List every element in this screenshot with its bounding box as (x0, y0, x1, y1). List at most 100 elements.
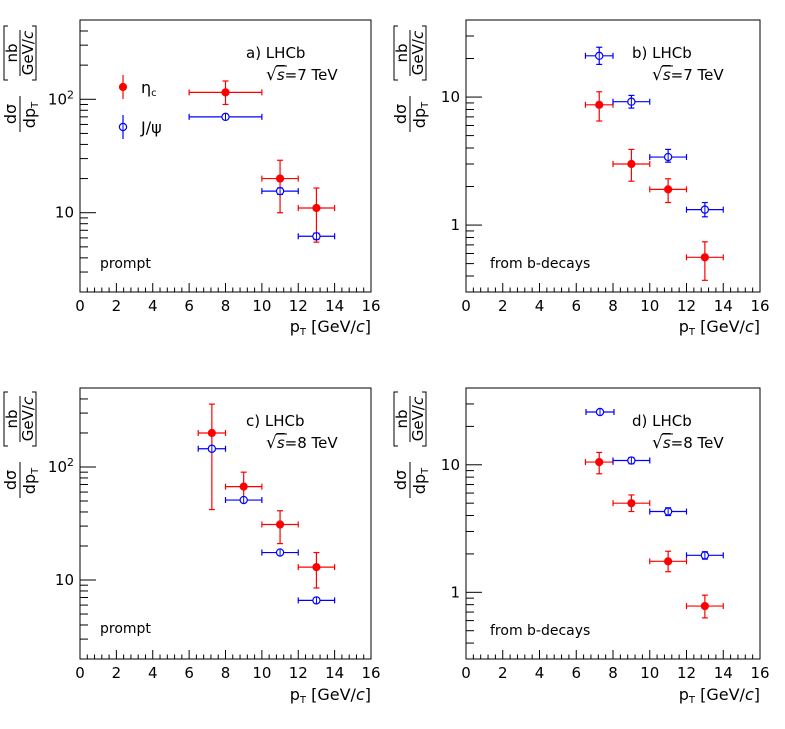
x-tick-label: 10 (252, 297, 271, 315)
energy-value: =7 TeV (671, 66, 725, 84)
y-tick-label: 102 (48, 456, 74, 476)
x-tick-label: 4 (148, 664, 158, 682)
energy-value: =7 TeV (285, 66, 339, 84)
y-tick-base: 1 (450, 216, 460, 234)
x-tick-label: 0 (461, 297, 471, 315)
x-axis-unit-close: ] (365, 685, 371, 704)
data-point (612, 456, 651, 465)
panel-annotation: from b-decays (490, 623, 590, 639)
energy-value: =8 TeV (671, 434, 725, 452)
x-axis-unit: [GeV/ (311, 685, 356, 704)
legend: ηc J/ψ (118, 75, 162, 139)
data-point-marker (664, 185, 673, 194)
x-tick-label: 10 (640, 297, 659, 315)
panel-annotation: prompt (100, 256, 151, 272)
energy-label: √s=8 TeV (652, 433, 724, 453)
data-point-marker (239, 482, 248, 491)
y-unit-bracket-right (32, 25, 37, 81)
y-axis-num-text: dσ (391, 470, 410, 490)
y-tick-exponent: 2 (67, 88, 74, 101)
y-axis-num-text: dσ (1, 104, 20, 124)
y-unit-den: GeV/c (409, 30, 427, 75)
y-unit-num-text: nb (393, 43, 411, 62)
series-etac (197, 403, 336, 589)
x-axis-unit-c: c (356, 317, 365, 336)
x-axis-title: pT [GeV/c] (679, 317, 760, 338)
x-axis-var: p (290, 317, 300, 336)
y-tick-label: 1 (450, 216, 460, 234)
sqrt-symbol: √ (266, 65, 277, 85)
x-tick-label: 6 (571, 664, 581, 682)
y-tick-base: 10 (48, 458, 67, 476)
x-tick-label: 10 (640, 664, 659, 682)
data-point (297, 596, 336, 605)
y-tick-label: 10 (55, 571, 74, 589)
x-axis-title: pT [GeV/c] (290, 317, 371, 338)
y-unit-num-text: nb (393, 409, 411, 428)
energy-label: √s=7 TeV (266, 65, 338, 85)
y-unit-bracket-left (393, 25, 398, 81)
x-tick-label: 6 (184, 664, 194, 682)
y-axis-num: dσ (1, 470, 20, 490)
y-unit-den-text: GeV/ (409, 38, 427, 75)
x-tick-label: 8 (221, 664, 231, 682)
x-tick-label: 14 (325, 297, 344, 315)
series-etac (584, 91, 724, 281)
energy-s: s (277, 66, 285, 84)
data-point (685, 594, 724, 619)
x-tick-label: 16 (750, 297, 769, 315)
data-point-marker (221, 88, 230, 97)
y-axis-den-text: dp (410, 108, 429, 128)
x-axis-sub: T (299, 327, 307, 338)
data-point-marker (275, 174, 285, 183)
y-tick-base: 10 (441, 456, 460, 474)
data-point (649, 148, 688, 163)
x-tick-label: 8 (608, 664, 618, 682)
y-unit-num: nb (393, 409, 411, 428)
y-tick-base: 10 (48, 90, 67, 108)
plot-frame (465, 19, 761, 293)
x-axis-sub: T (299, 695, 307, 706)
data-point (649, 178, 688, 204)
energy-value: =8 TeV (285, 434, 339, 452)
y-axis-num: dσ (391, 470, 410, 490)
x-axis-unit-close: ] (754, 685, 760, 704)
x-axis-var: p (679, 317, 689, 336)
data-point (261, 186, 299, 196)
y-tick-label: 10 (441, 456, 460, 474)
x-tick-label: 14 (714, 297, 733, 315)
x-axis-var: p (679, 685, 689, 704)
panel-title: b) LHCb (632, 44, 692, 62)
x-tick-label: 16 (361, 297, 380, 315)
data-point (261, 548, 299, 557)
x-tick-label: 0 (461, 664, 471, 682)
x-axis-unit-c: c (745, 685, 754, 704)
data-point (612, 148, 651, 182)
data-point (188, 112, 263, 122)
y-axis-den: dpT (20, 467, 41, 494)
y-axis-den-text: dp (20, 474, 39, 494)
y-axis-den-sub: T (420, 101, 431, 109)
panel-title: d) LHCb (632, 412, 692, 430)
x-axis-unit-c: c (745, 317, 754, 336)
y-unit-num: nb (393, 43, 411, 62)
data-point (188, 80, 263, 106)
y-axis-den-text: dp (20, 108, 39, 128)
data-point (612, 494, 651, 513)
y-unit-bracket-left (393, 391, 398, 447)
y-unit-den-text: GeV/ (19, 404, 37, 441)
data-point-marker (595, 457, 604, 467)
x-tick-label: 6 (184, 297, 194, 315)
x-axis-title: pT [GeV/c] (679, 685, 760, 706)
y-axis-num-text: dσ (391, 104, 410, 124)
y-tick-label: 1 (450, 583, 460, 601)
data-point (685, 241, 724, 281)
y-unit-bracket-left (3, 391, 8, 447)
x-tick-label: 4 (535, 297, 545, 315)
y-unit-c: c (409, 396, 427, 405)
x-axis-unit: [GeV/ (700, 685, 745, 704)
y-unit-den: GeV/c (19, 396, 37, 441)
x-tick-label: 12 (289, 297, 308, 315)
